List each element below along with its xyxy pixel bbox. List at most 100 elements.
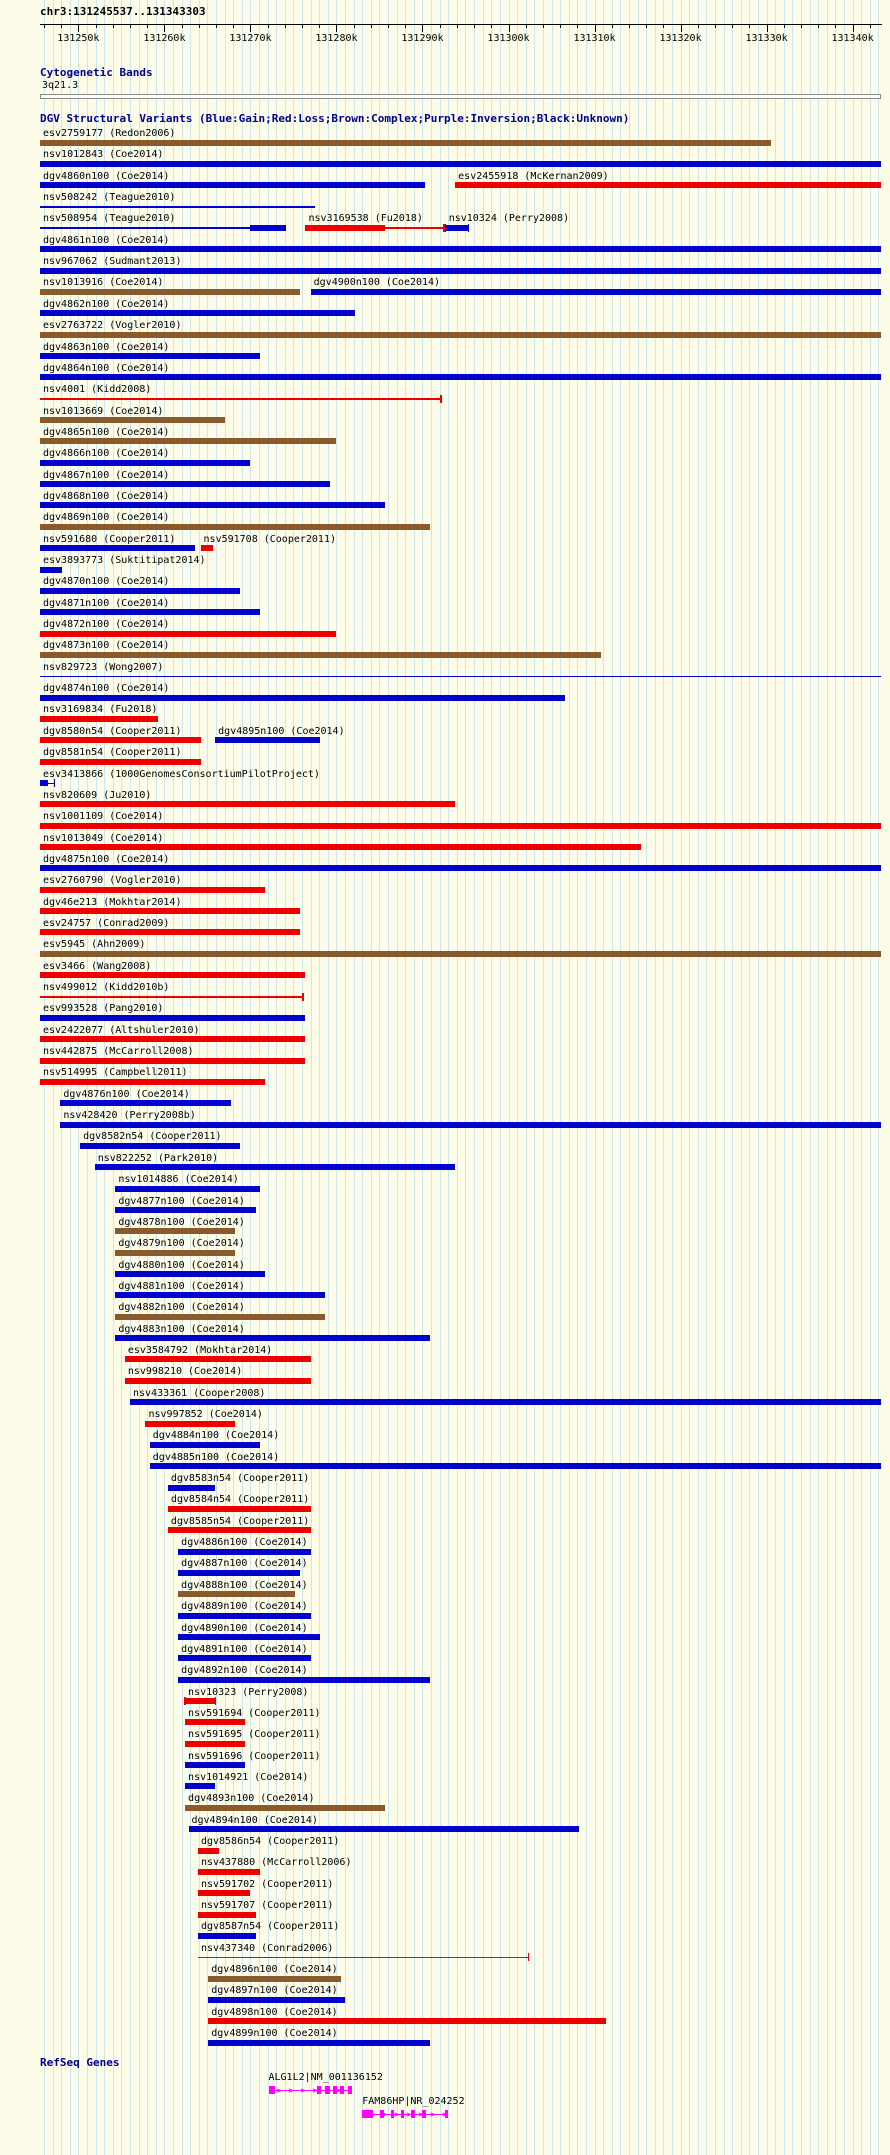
- variant-line[interactable]: [197, 1956, 529, 1959]
- variant-bar[interactable]: [40, 545, 196, 552]
- variant-bar[interactable]: [40, 737, 201, 744]
- variant-bar[interactable]: [40, 374, 881, 381]
- gene-exon[interactable]: [347, 2086, 352, 2094]
- variant-bar[interactable]: [250, 224, 286, 231]
- variant-bar[interactable]: [185, 1762, 246, 1769]
- variant-bar[interactable]: [40, 950, 881, 957]
- gene-exon[interactable]: [380, 2110, 384, 2118]
- variant-bar[interactable]: [40, 1014, 306, 1021]
- variant-bar[interactable]: [40, 288, 301, 295]
- variant-bar[interactable]: [40, 481, 331, 488]
- variant-bar[interactable]: [215, 737, 321, 744]
- variant-bar[interactable]: [40, 246, 881, 253]
- variant-bar[interactable]: [40, 886, 266, 893]
- variant-bar[interactable]: [197, 1911, 256, 1918]
- variant-bar[interactable]: [185, 1740, 246, 1747]
- variant-line[interactable]: [40, 227, 251, 229]
- variant-bar[interactable]: [40, 502, 386, 509]
- variant-bar[interactable]: [197, 1868, 260, 1875]
- gene-exon[interactable]: [362, 2110, 373, 2118]
- variant-bar[interactable]: [185, 1783, 216, 1790]
- variant-bar[interactable]: [40, 267, 881, 274]
- variant-bar[interactable]: [94, 1164, 456, 1171]
- variant-bar[interactable]: [149, 1441, 260, 1448]
- ruler-baseline[interactable]: [40, 24, 882, 25]
- variant-bar[interactable]: [200, 545, 213, 552]
- variant-bar[interactable]: [178, 1569, 301, 1576]
- variant-line[interactable]: [40, 675, 881, 678]
- variant-bar[interactable]: [208, 1975, 341, 1982]
- variant-bar[interactable]: [40, 523, 431, 530]
- variant-bar[interactable]: [167, 1505, 311, 1512]
- variant-bar[interactable]: [178, 1655, 311, 1662]
- variant-bar[interactable]: [40, 780, 49, 786]
- variant-bar[interactable]: [60, 1100, 231, 1107]
- variant-bar[interactable]: [188, 1826, 580, 1833]
- gene-exon[interactable]: [444, 2110, 449, 2118]
- variant-bar[interactable]: [310, 288, 881, 295]
- variant-bar[interactable]: [40, 694, 566, 701]
- variant-bar[interactable]: [208, 1996, 346, 2003]
- variant-bar[interactable]: [40, 566, 63, 573]
- variant-line[interactable]: [40, 996, 303, 998]
- variant-bar[interactable]: [178, 1612, 311, 1619]
- variant-line[interactable]: [40, 206, 315, 208]
- variant-bar[interactable]: [115, 1207, 256, 1213]
- gene-exon[interactable]: [411, 2110, 415, 2118]
- variant-bar[interactable]: [178, 1634, 321, 1640]
- variant-bar[interactable]: [124, 1356, 311, 1363]
- variant-bar[interactable]: [445, 224, 469, 231]
- variant-bar[interactable]: [40, 609, 260, 616]
- variant-bar[interactable]: [115, 1313, 326, 1320]
- variant-bar[interactable]: [40, 1057, 306, 1064]
- variant-bar[interactable]: [208, 2039, 431, 2046]
- variant-bar[interactable]: [40, 972, 306, 979]
- variant-bar[interactable]: [149, 1463, 881, 1470]
- variant-bar[interactable]: [40, 182, 426, 189]
- variant-bar[interactable]: [185, 1804, 386, 1811]
- variant-bar[interactable]: [40, 758, 201, 765]
- variant-bar[interactable]: [178, 1591, 296, 1598]
- variant-line[interactable]: [40, 398, 441, 400]
- variant-line[interactable]: [48, 782, 55, 784]
- variant-bar[interactable]: [60, 1121, 881, 1128]
- cytoband-glyph[interactable]: [40, 94, 881, 99]
- variant-bar[interactable]: [197, 1932, 256, 1939]
- gene-exon[interactable]: [325, 2086, 330, 2094]
- variant-bar[interactable]: [40, 353, 260, 359]
- variant-bar[interactable]: [40, 715, 159, 722]
- variant-bar[interactable]: [115, 1271, 266, 1278]
- variant-bar[interactable]: [80, 1142, 241, 1149]
- gene-intron-line[interactable]: [362, 2113, 449, 2115]
- variant-bar[interactable]: [40, 651, 601, 658]
- variant-bar[interactable]: [40, 844, 641, 851]
- gene-exon[interactable]: [421, 2110, 426, 2118]
- variant-bar[interactable]: [115, 1335, 431, 1342]
- variant-bar[interactable]: [40, 822, 881, 829]
- variant-bar[interactable]: [197, 1890, 251, 1897]
- variant-bar[interactable]: [305, 224, 386, 231]
- variant-bar[interactable]: [115, 1228, 235, 1235]
- gene-exon[interactable]: [333, 2086, 338, 2094]
- variant-bar[interactable]: [208, 2018, 606, 2025]
- variant-bar[interactable]: [115, 1185, 260, 1192]
- variant-bar[interactable]: [40, 1036, 306, 1043]
- variant-bar[interactable]: [40, 929, 301, 936]
- variant-bar[interactable]: [185, 1719, 246, 1726]
- variant-bar[interactable]: [115, 1292, 326, 1299]
- gene-intron-line[interactable]: [268, 2089, 352, 2091]
- gene-exon[interactable]: [400, 2110, 405, 2118]
- variant-bar[interactable]: [40, 459, 251, 466]
- variant-bar[interactable]: [40, 865, 881, 872]
- variant-bar[interactable]: [145, 1420, 235, 1427]
- variant-bar[interactable]: [167, 1527, 311, 1534]
- variant-bar[interactable]: [40, 801, 456, 808]
- variant-bar[interactable]: [40, 139, 771, 146]
- variant-bar[interactable]: [40, 331, 881, 338]
- variant-bar[interactable]: [178, 1676, 431, 1683]
- variant-bar[interactable]: [40, 1078, 266, 1085]
- variant-bar[interactable]: [40, 310, 356, 317]
- variant-bar[interactable]: [178, 1548, 311, 1555]
- gene-exon[interactable]: [268, 2086, 276, 2094]
- variant-bar[interactable]: [455, 182, 881, 189]
